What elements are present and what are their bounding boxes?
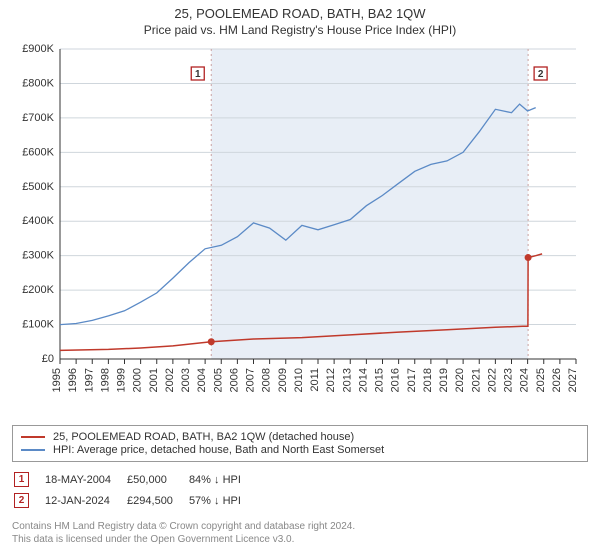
marker-badge-icon: 1 xyxy=(14,472,29,487)
svg-text:1: 1 xyxy=(195,69,201,80)
svg-text:2025: 2025 xyxy=(535,368,547,392)
svg-text:1999: 1999 xyxy=(116,368,128,392)
svg-text:1995: 1995 xyxy=(51,368,63,392)
svg-text:£700K: £700K xyxy=(22,112,54,124)
svg-text:2006: 2006 xyxy=(228,368,240,392)
marker-delta: 57% ↓ HPI xyxy=(189,491,255,510)
svg-text:2004: 2004 xyxy=(196,368,208,392)
svg-text:£400K: £400K xyxy=(22,215,54,227)
chart-subtitle: Price paid vs. HM Land Registry's House … xyxy=(10,23,590,37)
svg-text:£200K: £200K xyxy=(22,284,54,296)
footnote: Contains HM Land Registry data © Crown c… xyxy=(12,520,588,546)
svg-text:2005: 2005 xyxy=(212,368,224,392)
svg-text:2018: 2018 xyxy=(422,368,434,392)
svg-text:2010: 2010 xyxy=(293,368,305,392)
legend-row: HPI: Average price, detached house, Bath… xyxy=(21,444,579,456)
legend-label: 25, POOLEMEAD ROAD, BATH, BA2 1QW (detac… xyxy=(53,431,354,443)
footnote-line: Contains HM Land Registry data © Crown c… xyxy=(12,520,588,533)
title-block: 25, POOLEMEAD ROAD, BATH, BA2 1QW Price … xyxy=(0,0,600,41)
svg-text:2024: 2024 xyxy=(519,368,531,392)
svg-text:£600K: £600K xyxy=(22,146,54,158)
svg-text:£0: £0 xyxy=(42,353,54,365)
legend-swatch-2 xyxy=(21,449,45,451)
svg-text:2009: 2009 xyxy=(277,368,289,392)
marker-date: 18-MAY-2004 xyxy=(45,470,125,489)
marker-date: 12-JAN-2024 xyxy=(45,491,125,510)
footnote-line: This data is licensed under the Open Gov… xyxy=(12,533,588,546)
svg-text:£100K: £100K xyxy=(22,319,54,331)
svg-text:2001: 2001 xyxy=(148,368,160,392)
svg-text:£800K: £800K xyxy=(22,77,54,89)
legend-swatch-1 xyxy=(21,436,45,438)
svg-text:2016: 2016 xyxy=(390,368,402,392)
svg-text:£500K: £500K xyxy=(22,181,54,193)
svg-text:1998: 1998 xyxy=(99,368,111,392)
svg-text:2013: 2013 xyxy=(341,368,353,392)
chart-svg: £0 £100K £200K £300K £400K £500K £600K £700K £80… xyxy=(10,41,590,421)
svg-text:2017: 2017 xyxy=(406,368,418,392)
svg-text:1996: 1996 xyxy=(67,368,79,392)
svg-text:2: 2 xyxy=(538,69,544,80)
svg-text:2022: 2022 xyxy=(486,368,498,392)
svg-text:2014: 2014 xyxy=(357,368,369,392)
svg-text:2015: 2015 xyxy=(374,368,386,392)
marker-price: £294,500 xyxy=(127,491,187,510)
marker-price: £50,000 xyxy=(127,470,187,489)
legend-row: 25, POOLEMEAD ROAD, BATH, BA2 1QW (detac… xyxy=(21,431,579,443)
svg-text:2019: 2019 xyxy=(438,368,450,392)
chart-address: 25, POOLEMEAD ROAD, BATH, BA2 1QW xyxy=(10,6,590,21)
svg-text:2003: 2003 xyxy=(180,368,192,392)
svg-text:2008: 2008 xyxy=(261,368,273,392)
svg-text:2021: 2021 xyxy=(470,368,482,392)
svg-text:2023: 2023 xyxy=(503,368,515,392)
svg-text:1997: 1997 xyxy=(83,368,95,392)
table-row: 1 18-MAY-2004 £50,000 84% ↓ HPI xyxy=(14,470,255,489)
svg-text:£300K: £300K xyxy=(22,250,54,262)
svg-text:2012: 2012 xyxy=(325,368,337,392)
chart-plot: £0 £100K £200K £300K £400K £500K £600K £700K £80… xyxy=(10,41,590,421)
marker-delta: 84% ↓ HPI xyxy=(189,470,255,489)
chart-container: 25, POOLEMEAD ROAD, BATH, BA2 1QW Price … xyxy=(0,0,600,560)
legend-label: HPI: Average price, detached house, Bath… xyxy=(53,444,384,456)
svg-text:2007: 2007 xyxy=(245,368,257,392)
svg-text:£900K: £900K xyxy=(22,43,54,55)
marker-badge-icon: 2 xyxy=(14,493,29,508)
svg-text:2002: 2002 xyxy=(164,368,176,392)
svg-text:2026: 2026 xyxy=(551,368,563,392)
marker-table: 1 18-MAY-2004 £50,000 84% ↓ HPI 2 12-JAN… xyxy=(12,468,257,512)
svg-text:2000: 2000 xyxy=(132,368,144,392)
svg-text:2011: 2011 xyxy=(309,368,321,392)
table-row: 2 12-JAN-2024 £294,500 57% ↓ HPI xyxy=(14,491,255,510)
legend-box: 25, POOLEMEAD ROAD, BATH, BA2 1QW (detac… xyxy=(12,425,588,462)
svg-text:2020: 2020 xyxy=(454,368,466,392)
svg-text:2027: 2027 xyxy=(567,368,579,392)
